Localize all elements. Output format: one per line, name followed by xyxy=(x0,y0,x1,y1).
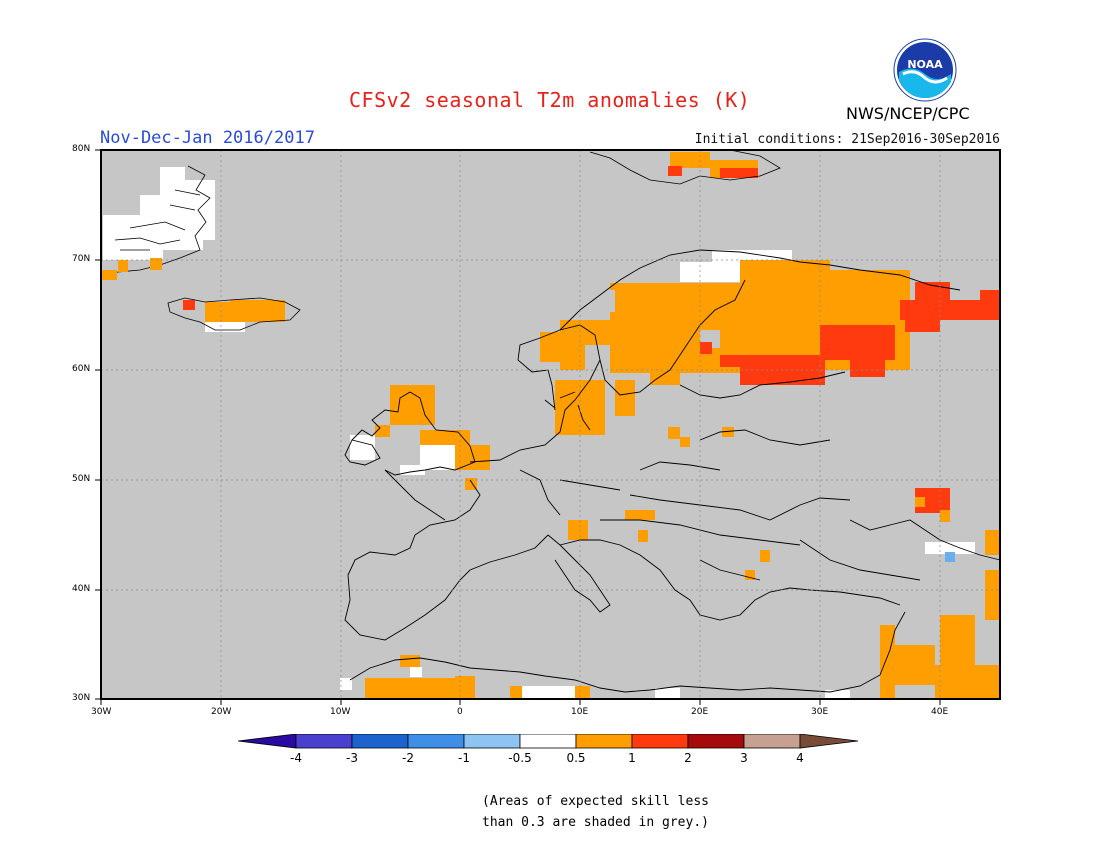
colorbar-tick-label: 1 xyxy=(628,751,636,765)
colorbar-arrow-high xyxy=(799,734,859,749)
colorbar-tick-label: -1 xyxy=(458,751,470,765)
colorbar-tick-label: -2 xyxy=(402,751,414,765)
colorbar-tick-label: -4 xyxy=(290,751,302,765)
map-background xyxy=(101,150,1000,699)
iceland xyxy=(167,297,301,332)
south-anomaly-cells xyxy=(340,615,1000,699)
lon-label: 30W xyxy=(91,707,112,717)
colorbar-arrow-low xyxy=(238,734,297,749)
greenland-white-region xyxy=(103,167,215,260)
coastlines xyxy=(344,249,1001,693)
greenland-coast xyxy=(102,165,211,276)
graticule xyxy=(101,150,1000,699)
lat-label: 40N xyxy=(72,584,91,594)
noaa-logo-icon: NOAA xyxy=(893,38,957,102)
colorbar-tick-label: -3 xyxy=(346,751,358,765)
initial-conditions: Initial conditions: 21Sep2016-30Sep2016 xyxy=(694,132,1000,147)
forecast-period: Nov-Dec-Jan 2016/2017 xyxy=(100,128,315,148)
lat-label: 80N xyxy=(72,144,91,154)
colorbar-tick-label: -0.5 xyxy=(508,751,532,765)
lon-label: 10E xyxy=(571,707,589,717)
colorbar-swatch xyxy=(463,734,521,749)
lon-label: 30E xyxy=(811,707,829,717)
colorbar-swatch xyxy=(631,734,689,749)
colorbar xyxy=(238,734,859,749)
map-title: CFSv2 seasonal T2m anomalies (K) xyxy=(349,88,751,112)
colorbar-swatch xyxy=(687,734,745,749)
colorbar-swatch xyxy=(351,734,409,749)
lon-label: 40E xyxy=(931,707,949,717)
lat-label: 60N xyxy=(72,364,91,374)
greenland-orange-cells xyxy=(101,258,162,280)
colorbar-swatch xyxy=(295,734,353,749)
colorbar-tick-label: 4 xyxy=(796,751,804,765)
lon-label: 20E xyxy=(691,707,709,717)
skill-note-line: than 0.3 are shaded in grey.) xyxy=(482,815,709,830)
colorbar-swatch xyxy=(575,734,633,749)
colorbar-swatch xyxy=(407,734,465,749)
skill-note: (Areas of expected skill less than 0.3 a… xyxy=(482,791,709,833)
colorbar-tick-label: 0.5 xyxy=(566,751,586,765)
axis-ticks xyxy=(95,149,941,705)
lon-label: 0 xyxy=(457,707,463,717)
colorbar-tick-label: 3 xyxy=(740,751,748,765)
agency-label: NWS/NCEP/CPC xyxy=(846,104,970,123)
lon-label: 10W xyxy=(330,707,351,717)
lat-label: 70N xyxy=(72,254,91,264)
map-frame xyxy=(100,149,1001,700)
colorbar-swatch xyxy=(743,734,801,749)
lon-label: 20W xyxy=(211,707,232,717)
colorbar-tick-label: 2 xyxy=(684,751,692,765)
skill-note-line: (Areas of expected skill less xyxy=(482,794,709,809)
svg-text:NOAA: NOAA xyxy=(907,58,943,71)
europe-anomaly-cells xyxy=(350,385,1000,620)
lat-label: 30N xyxy=(72,693,91,703)
colorbar-swatch xyxy=(519,734,577,749)
lat-label: 50N xyxy=(72,474,91,484)
